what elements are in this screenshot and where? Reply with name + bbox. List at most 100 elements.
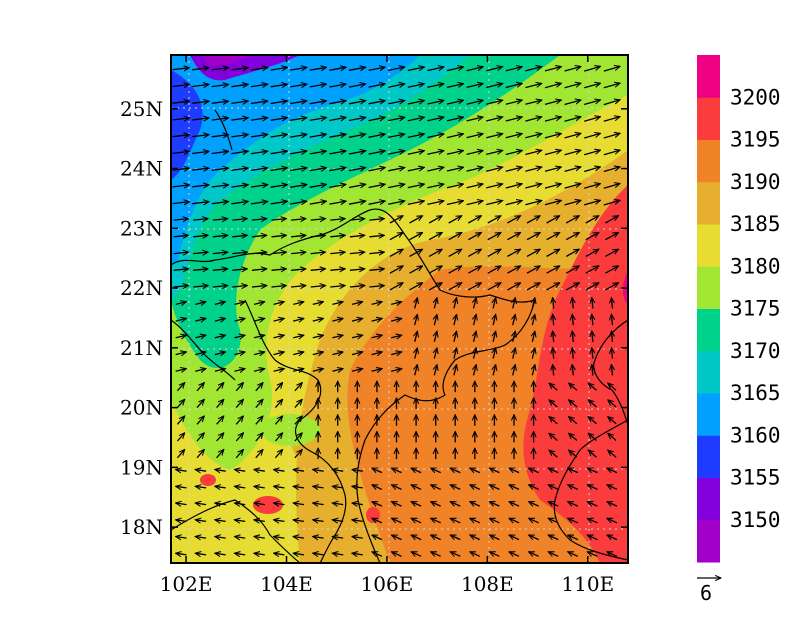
wind-vector (369, 219, 384, 221)
wind-vector (274, 433, 282, 442)
wind-vector (273, 369, 285, 372)
wind-vector (349, 269, 365, 271)
wind-vector (250, 101, 268, 104)
wind-vector (391, 369, 402, 372)
colorbar-swatch (697, 393, 720, 436)
wind-vector (250, 134, 268, 137)
wind-vector (294, 450, 302, 459)
wind-vector (352, 486, 363, 488)
wind-vector (349, 286, 365, 288)
wind-vector (175, 335, 187, 338)
wind-vector (544, 117, 561, 122)
wind-vector (192, 202, 209, 204)
wind-vector (592, 314, 593, 326)
colorbar-swatch (697, 139, 720, 183)
colorbar-label: 3170 (730, 339, 781, 363)
wind-vector (448, 266, 462, 274)
wind-vector (211, 202, 229, 204)
wind-vector (388, 117, 405, 120)
y-tick-label: 22N (120, 276, 163, 300)
colorbar-swatch (697, 224, 720, 267)
wind-vector (409, 233, 423, 241)
wind-vector (332, 520, 344, 522)
wind-vector (446, 67, 464, 72)
wind-vector (603, 150, 620, 156)
wind-vectors (172, 66, 620, 557)
wind-vector (349, 252, 365, 254)
wind-vector (450, 534, 461, 541)
wind-vector (196, 399, 204, 409)
wind-vector (470, 467, 481, 473)
wind-vector (529, 501, 539, 507)
wind-vector (526, 266, 540, 274)
wind-vector (235, 450, 243, 459)
wind-vector (216, 399, 224, 409)
wind-vector (428, 283, 442, 291)
wind-vector (368, 101, 386, 104)
wind-vector (605, 233, 618, 241)
wind-vector (274, 470, 285, 472)
wind-vector (214, 335, 226, 338)
wind-vector (176, 503, 187, 505)
wind-vector (234, 503, 246, 505)
wind-vector (211, 168, 229, 170)
wind-vector (195, 486, 207, 488)
wind-vector (270, 118, 288, 121)
wind-vector (290, 118, 307, 121)
wind-vector (427, 67, 444, 72)
wind-vector (454, 314, 457, 326)
wind-vector (192, 151, 209, 153)
wind-vector (486, 84, 503, 89)
wind-vector (192, 101, 209, 103)
wind-vector (192, 68, 209, 70)
wind-vector (587, 551, 598, 557)
fill-band-3160 (171, 55, 420, 265)
wind-vector (607, 467, 618, 473)
wind-vector (407, 101, 425, 105)
wind-vector (332, 352, 343, 355)
wind-vector (329, 168, 346, 171)
wind-vector (470, 551, 481, 557)
wind-vector (274, 416, 282, 425)
wind-vector (489, 551, 500, 557)
wind-vector (607, 484, 618, 490)
wind-vector (234, 335, 246, 338)
wind-vector (294, 383, 302, 392)
wind-vector (505, 67, 522, 72)
wind-vector (509, 501, 520, 507)
colorbar-swatch (697, 519, 720, 563)
wind-vector (310, 286, 326, 288)
wind-vector (175, 352, 187, 355)
wind-vector (372, 467, 383, 473)
wind-vector (309, 151, 327, 154)
colorbar-swatch (697, 350, 720, 394)
wind-vector (250, 118, 268, 121)
wind-vector (195, 335, 206, 338)
wind-vector (211, 118, 229, 120)
wind-vector (176, 537, 187, 539)
wind-vector (572, 348, 573, 359)
wind-vector (312, 318, 324, 321)
wind-vector (351, 335, 363, 338)
wind-vector (388, 151, 405, 154)
wind-vector (392, 517, 402, 523)
wind-vector (428, 266, 442, 274)
wind-vector (291, 219, 306, 221)
y-tick-label: 18N (120, 515, 163, 539)
wind-vector (215, 470, 226, 472)
wind-vector (271, 252, 287, 254)
wind-vector (255, 383, 263, 392)
wind-vector (294, 433, 302, 442)
wind-vector (544, 83, 561, 89)
wind-vector (605, 266, 618, 274)
colorbar-label: 3165 (730, 381, 781, 405)
wind-vector (255, 399, 263, 409)
wind-vector (196, 383, 204, 392)
wind-vector (251, 219, 267, 221)
wind-vector (564, 83, 581, 89)
wind-vector (605, 283, 618, 291)
wind-vector (486, 67, 503, 72)
wind-vector (507, 233, 520, 241)
wind-vector (428, 233, 442, 241)
